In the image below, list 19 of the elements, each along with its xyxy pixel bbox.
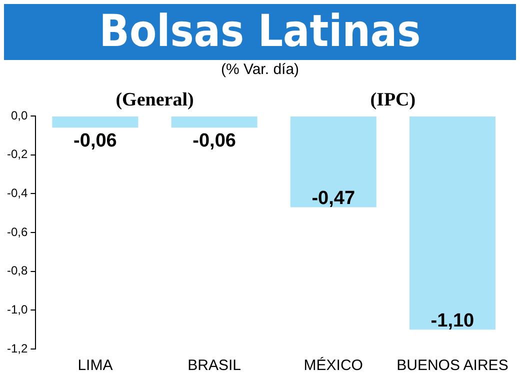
data-label: -0,06 (192, 130, 236, 152)
chart-title: Bolsas Latinas (4, 4, 516, 60)
chart-subtitle: (% Var. día) (220, 60, 300, 80)
text: (General) (116, 89, 194, 110)
x-tick-label: BUENOS AIRES (396, 357, 508, 374)
y-tick-label: -1,0 (6, 302, 28, 316)
y-tick-label: 0,0 (10, 108, 28, 122)
y-tick-label: -0,8 (6, 264, 28, 278)
y-tick-label: -0,2 (6, 147, 28, 162)
y-tick-label: -0,6 (6, 224, 28, 239)
x-tick-label: LIMA (78, 357, 113, 374)
text: (IPC) (370, 89, 416, 110)
data-label: -0,47 (312, 188, 356, 209)
data-label: -1,10 (430, 310, 474, 332)
x-tick-label: BRASIL (188, 357, 241, 374)
y-tick-label: -1,2 (6, 341, 28, 356)
data-label: -0,06 (74, 130, 117, 152)
y-tick-label: -0,4 (6, 186, 28, 200)
x-tick-label: MÉXICO (304, 356, 363, 374)
